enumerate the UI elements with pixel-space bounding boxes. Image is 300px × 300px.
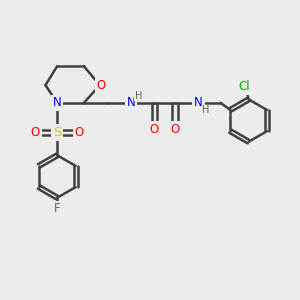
Text: O: O (150, 123, 159, 136)
Text: N: N (53, 96, 62, 110)
Text: N: N (194, 96, 203, 110)
Text: Cl: Cl (238, 80, 250, 94)
Text: H: H (134, 91, 142, 100)
Text: H: H (202, 105, 210, 115)
Text: S: S (53, 126, 61, 139)
Text: F: F (54, 202, 61, 215)
Text: O: O (170, 123, 180, 136)
Text: N: N (127, 96, 135, 110)
Text: O: O (31, 126, 40, 139)
Text: O: O (75, 126, 84, 139)
Text: O: O (97, 79, 106, 92)
